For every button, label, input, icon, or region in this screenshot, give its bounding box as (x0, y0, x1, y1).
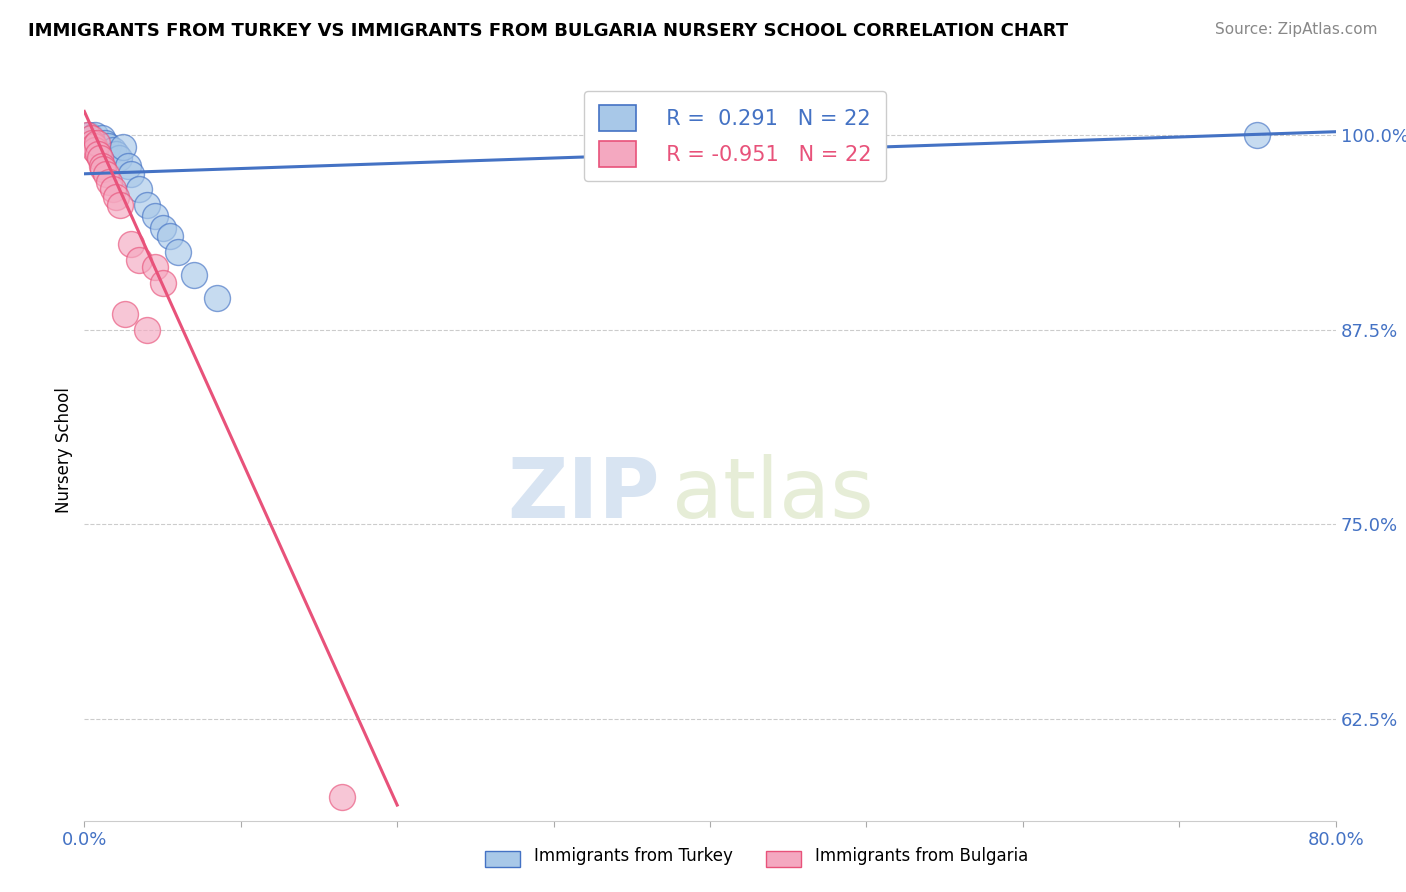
Point (128, 252, 150, 267)
Point (82, 131, 104, 145)
Point (332, 790, 354, 805)
Point (112, 140, 135, 154)
Point (96, 167, 118, 181)
Point (167, 244, 190, 259)
Point (84, 128, 107, 142)
Point (90, 159, 112, 173)
Point (143, 209, 166, 223)
Text: atlas: atlas (672, 454, 875, 535)
Point (1246, 128, 1268, 142)
Point (114, 307, 136, 321)
Point (83, 138, 105, 153)
Point (117, 159, 139, 173)
Point (120, 236, 142, 251)
Point (79, 131, 101, 145)
Point (86, 136, 108, 150)
Point (136, 323, 159, 337)
Text: Source: ZipAtlas.com: Source: ZipAtlas.com (1215, 22, 1378, 37)
Point (91, 162, 114, 177)
Point (104, 146, 127, 161)
Point (76, 128, 98, 142)
Point (136, 198, 159, 212)
Point (159, 229, 181, 244)
Point (101, 144, 124, 158)
Point (98, 175, 121, 189)
Point (87, 146, 110, 161)
Point (207, 292, 229, 306)
Point (152, 221, 174, 235)
Text: ZIP: ZIP (508, 454, 659, 535)
Point (90, 131, 112, 145)
Point (77, 128, 100, 142)
Point (101, 182, 124, 196)
Point (104, 190, 127, 204)
Text: Immigrants from Turkey: Immigrants from Turkey (534, 847, 733, 865)
Point (89, 151, 111, 165)
Point (87, 136, 110, 150)
Y-axis label: Nursery School: Nursery School (55, 387, 73, 514)
Point (183, 268, 205, 282)
Text: Immigrants from Bulgaria: Immigrants from Bulgaria (815, 847, 1029, 865)
Point (97, 138, 120, 153)
Text: IMMIGRANTS FROM TURKEY VS IMMIGRANTS FROM BULGARIA NURSERY SCHOOL CORRELATION CH: IMMIGRANTS FROM TURKEY VS IMMIGRANTS FRO… (28, 22, 1069, 40)
Point (143, 260, 166, 275)
Legend:   R =  0.291   N = 22,   R = -0.951   N = 22: R = 0.291 N = 22, R = -0.951 N = 22 (583, 91, 886, 181)
Point (120, 167, 142, 181)
Point (152, 276, 174, 290)
Point (107, 151, 129, 165)
Point (110, 198, 132, 212)
Point (93, 136, 115, 150)
Point (84, 144, 107, 158)
Point (128, 182, 150, 196)
Point (82, 136, 104, 150)
